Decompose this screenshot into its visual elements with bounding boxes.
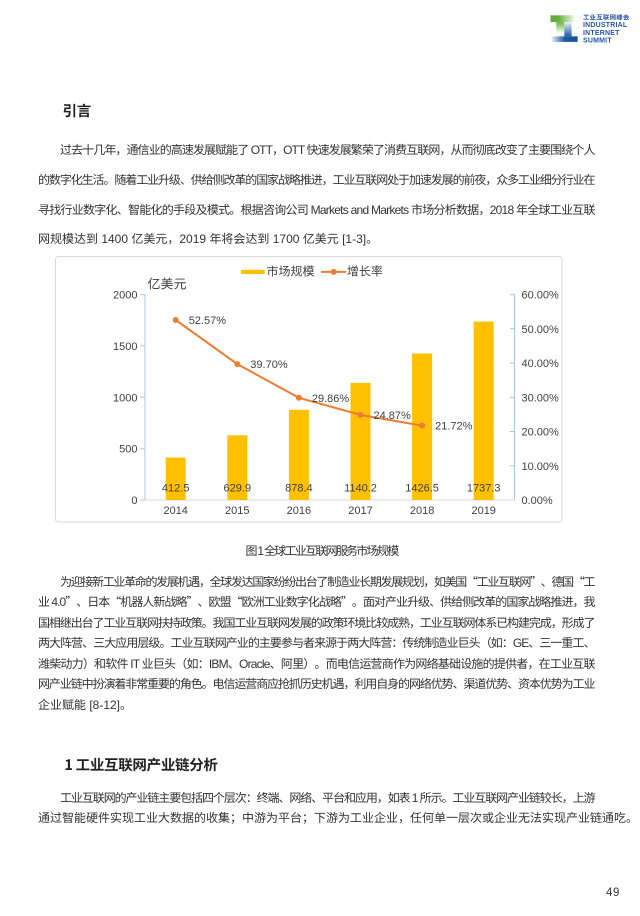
svg-text:2017: 2017 — [348, 502, 372, 518]
svg-text:30.00%: 30.00% — [521, 389, 559, 405]
svg-text:增长率: 增长率 — [346, 263, 382, 280]
svg-text:21.72%: 21.72% — [435, 418, 473, 434]
svg-text:1500: 1500 — [113, 338, 137, 354]
svg-text:0: 0 — [131, 492, 137, 508]
svg-text:亿美元: 亿美元 — [147, 273, 186, 292]
svg-text:1000: 1000 — [113, 389, 137, 405]
svg-text:412.5: 412.5 — [161, 480, 189, 496]
svg-text:工业互联网峰会: 工业互联网峰会 — [583, 13, 630, 22]
svg-text:40.00%: 40.00% — [521, 355, 559, 371]
svg-text:20.00%: 20.00% — [521, 424, 559, 440]
svg-text:39.70%: 39.70% — [250, 356, 288, 372]
svg-text:2019: 2019 — [471, 502, 495, 518]
svg-text:878.4: 878.4 — [285, 480, 313, 496]
svg-text:SUMMIT: SUMMIT — [583, 38, 612, 45]
svg-text:1426.5: 1426.5 — [405, 480, 439, 496]
svg-text:24.87%: 24.87% — [373, 407, 411, 423]
svg-text:1737.3: 1737.3 — [466, 480, 500, 496]
svg-text:2015: 2015 — [225, 502, 249, 518]
svg-text:市场规模: 市场规模 — [266, 263, 314, 280]
svg-text:500: 500 — [119, 441, 137, 457]
svg-text:2018: 2018 — [409, 502, 433, 518]
svg-text:INTERNET: INTERNET — [583, 30, 620, 37]
svg-text:10.00%: 10.00% — [521, 458, 559, 474]
svg-text:50.00%: 50.00% — [521, 321, 559, 337]
svg-text:2014: 2014 — [163, 502, 187, 518]
svg-text:29.86%: 29.86% — [311, 390, 349, 406]
svg-text:60.00%: 60.00% — [521, 287, 559, 303]
svg-text:INDUSTRIAL: INDUSTRIAL — [583, 22, 628, 29]
svg-text:629.9: 629.9 — [223, 480, 251, 496]
svg-text:1140.2: 1140.2 — [344, 480, 377, 496]
svg-text:0.00%: 0.00% — [521, 492, 552, 508]
svg-text:2016: 2016 — [286, 502, 310, 518]
svg-text:52.57%: 52.57% — [188, 312, 226, 328]
svg-text:2000: 2000 — [113, 287, 137, 303]
